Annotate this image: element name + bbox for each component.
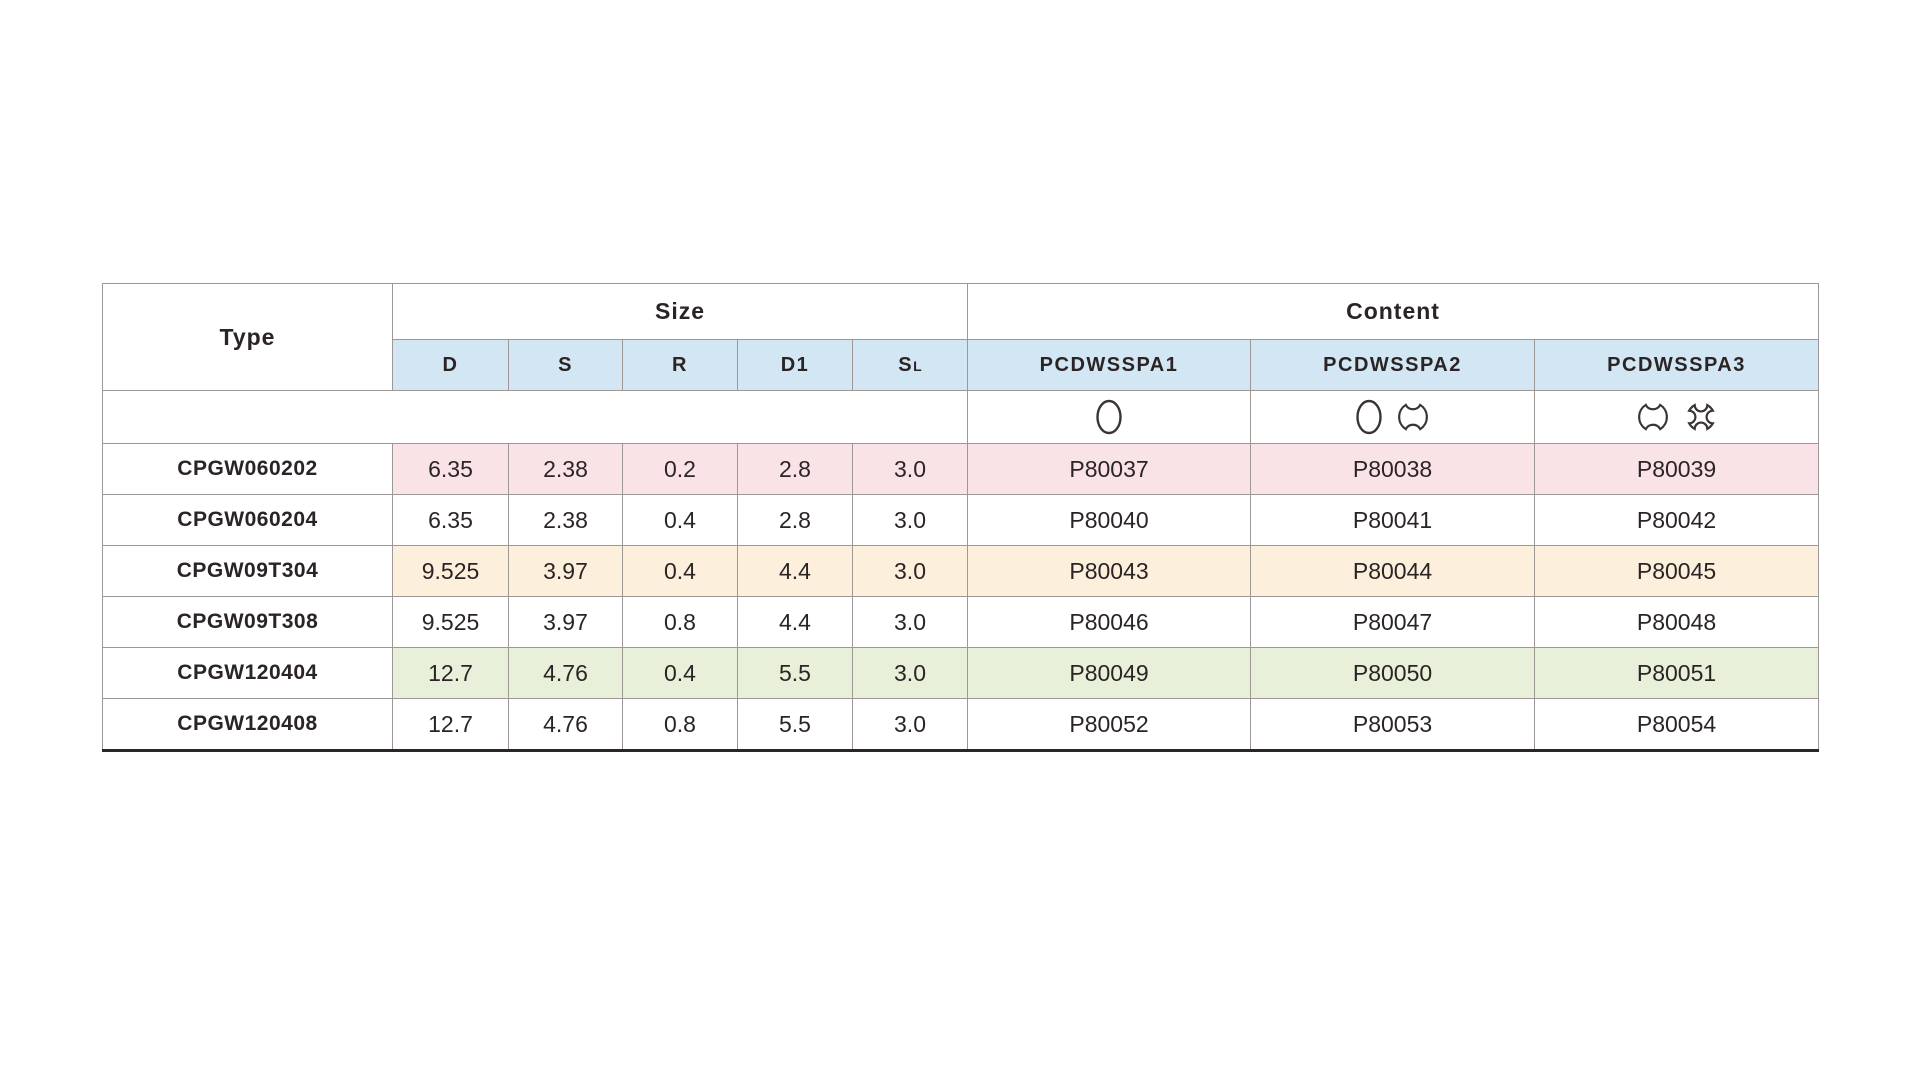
size-sl-cell: 3.0 [851,647,969,699]
size-d1-cell: 2.8 [737,494,853,546]
content1-cell: P80052 [967,698,1252,751]
table-row: CPGW09T304 9.525 3.97 0.4 4.4 3.0 P80043… [102,545,1820,597]
quad-notch-insert-icon [1683,398,1719,436]
size-r-header: R [622,339,738,391]
content3-cell: P80054 [1534,698,1820,751]
size-sl-cell: 3.0 [851,494,969,546]
insert-shape-icon-row [101,390,1820,444]
spec-table: Type Size Content D S R D1 SL PCDWSSPA1 … [101,283,1820,752]
content3-cell: P80051 [1534,647,1820,699]
size-d1-cell: 4.4 [737,545,853,597]
content1-cell: P80040 [967,494,1252,546]
size-sl-cell: 3.0 [851,596,969,648]
size-s-cell: 2.38 [508,494,623,546]
size-d-header: D [392,339,509,391]
type-column-header: Type [102,283,393,391]
table-row: CPGW060204 6.35 2.38 0.4 2.8 3.0 P80040 … [102,494,1820,546]
size-s-cell: 4.76 [508,698,623,751]
double-notch-insert-icon [1635,398,1671,436]
type-cell: CPGW09T304 [102,545,393,597]
size-d-cell: 12.7 [392,698,509,751]
size-sl-cell: 3.0 [851,443,969,495]
header-sub-row: D S R D1 SL PCDWSSPA1 PCDWSSPA2 PCDWSSPA… [103,339,1820,391]
size-s-cell: 2.38 [508,443,623,495]
pcdwsspa1-shape-cell [967,390,1252,444]
size-r-cell: 0.4 [622,545,738,597]
round-insert-icon [1355,398,1383,436]
size-d-cell: 6.35 [392,443,509,495]
icon-row-empty-cell [101,390,969,444]
size-d-cell: 9.525 [392,545,509,597]
table-row: CPGW120408 12.7 4.76 0.8 5.5 3.0 P80052 … [102,698,1820,751]
size-r-cell: 0.8 [622,698,738,751]
size-sl-cell: 3.0 [851,545,969,597]
type-cell: CPGW09T308 [102,596,393,648]
size-d-cell: 9.525 [392,596,509,648]
size-sl-header: SL [851,339,969,391]
table-row: CPGW120404 12.7 4.76 0.4 5.5 3.0 P80049 … [102,647,1820,699]
content2-cell: P80053 [1250,698,1536,751]
size-d1-header: D1 [737,339,853,391]
content1-cell: P80046 [967,596,1252,648]
size-r-cell: 0.8 [622,596,738,648]
sl-sub: L [913,357,922,374]
size-r-cell: 0.2 [622,443,738,495]
size-sl-cell: 3.0 [851,698,969,751]
content-group-header: Content [967,283,1820,340]
content3-cell: P80045 [1534,545,1820,597]
table-row: CPGW060202 6.35 2.38 0.2 2.8 3.0 P80037 … [102,443,1820,495]
content1-cell: P80043 [967,545,1252,597]
content2-cell: P80050 [1250,647,1536,699]
content-pcdwsspa3-header: PCDWSSPA3 [1534,339,1820,391]
size-s-cell: 4.76 [508,647,623,699]
header-group-row: Type Size Content [102,283,1820,391]
double-notch-insert-icon [1395,398,1431,436]
round-insert-icon [1095,398,1123,436]
size-group-header: Size [391,283,969,340]
content-pcdwsspa2-header: PCDWSSPA2 [1250,339,1536,391]
size-r-cell: 0.4 [622,647,738,699]
content3-cell: P80042 [1534,494,1820,546]
pcdwsspa2-shape-cell [1250,390,1536,444]
size-s-cell: 3.97 [508,545,623,597]
content2-cell: P80047 [1250,596,1536,648]
type-cell: CPGW060202 [102,443,393,495]
size-d-cell: 6.35 [392,494,509,546]
size-d1-cell: 4.4 [737,596,853,648]
pcdwsspa3-shape-cell [1534,390,1820,444]
size-d-cell: 12.7 [392,647,509,699]
size-d1-cell: 2.8 [737,443,853,495]
size-s-header: S [508,339,623,391]
type-cell: CPGW120408 [102,698,393,751]
size-d1-cell: 5.5 [737,698,853,751]
content1-cell: P80037 [967,443,1252,495]
content1-cell: P80049 [967,647,1252,699]
table-row: CPGW09T308 9.525 3.97 0.8 4.4 3.0 P80046… [102,596,1820,648]
type-cell: CPGW120404 [102,647,393,699]
size-s-cell: 3.97 [508,596,623,648]
sl-main: S [898,353,914,376]
content3-cell: P80048 [1534,596,1820,648]
spec-table-container: Type Size Content D S R D1 SL PCDWSSPA1 … [101,283,1820,752]
content2-cell: P80044 [1250,545,1536,597]
size-r-cell: 0.4 [622,494,738,546]
content2-cell: P80041 [1250,494,1536,546]
content-pcdwsspa1-header: PCDWSSPA1 [967,339,1252,391]
content3-cell: P80039 [1534,443,1820,495]
size-d1-cell: 5.5 [737,647,853,699]
type-cell: CPGW060204 [102,494,393,546]
content2-cell: P80038 [1250,443,1536,495]
